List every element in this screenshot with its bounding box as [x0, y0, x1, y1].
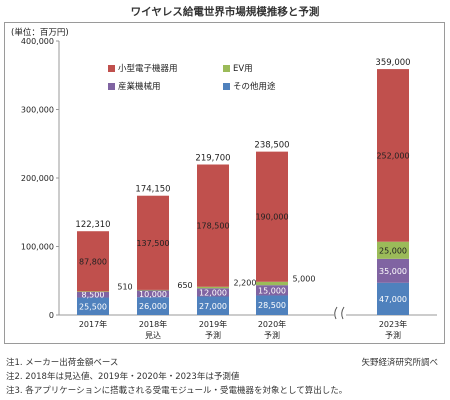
data-label: 10,000	[139, 290, 167, 299]
x-tick-label-sub: 予測	[264, 330, 280, 340]
bar-segment	[377, 258, 409, 283]
axis-break-mask	[334, 307, 346, 319]
legend-label: 小型電子機器用	[118, 63, 178, 74]
x-tick-label: 2020年	[258, 319, 286, 329]
legend-swatch	[223, 65, 230, 72]
legend-swatch	[108, 83, 115, 90]
x-tick-label-sub: 見込	[145, 331, 161, 340]
total-label: 359,000	[375, 58, 410, 68]
x-tick-label-sub: 予測	[205, 330, 221, 340]
bar-segment	[197, 288, 229, 297]
note-1: 注1. メーカー出荷金額ベース	[6, 358, 119, 368]
bar-segment	[77, 291, 109, 292]
data-label: 8,500	[82, 291, 105, 300]
x-tick-label: 2023年	[379, 319, 407, 329]
bar-segment	[197, 286, 229, 289]
bar-segment	[377, 69, 409, 242]
bar-segment	[137, 297, 169, 315]
x-tick-label: 2019年	[199, 319, 227, 329]
legend-label: その他用途	[233, 81, 276, 92]
data-label: 28,500	[258, 301, 286, 310]
data-label: 650	[177, 281, 192, 290]
data-label: 2,200	[234, 279, 257, 288]
total-label: 122,310	[75, 220, 110, 230]
data-label: 12,000	[199, 288, 227, 297]
data-label: 87,800	[79, 257, 107, 266]
bar-segment	[137, 289, 169, 291]
data-label: 26,000	[139, 302, 167, 311]
bar-segment	[256, 285, 288, 296]
data-label: 47,000	[379, 295, 407, 304]
y-tick-label: 0	[49, 311, 54, 320]
data-label: 35,000	[379, 267, 407, 276]
bar-segment	[197, 296, 229, 315]
data-label: 15,000	[258, 286, 286, 295]
bar-segment	[137, 290, 169, 298]
data-label: 5,000	[293, 274, 316, 283]
legend-label: EV用	[233, 64, 253, 74]
bar-segment	[377, 241, 409, 259]
bar-segment	[377, 282, 409, 315]
bar-segment	[256, 281, 288, 286]
y-tick-label: 400,000	[21, 37, 54, 46]
bar-segment	[197, 164, 229, 287]
source-credit: 矢野経済研究所調べ	[361, 358, 438, 368]
bar-segment	[77, 231, 109, 292]
y-tick-label: 300,000	[21, 106, 54, 115]
legend-label: 産業機械用	[118, 81, 161, 92]
data-label: 137,500	[136, 239, 169, 248]
stacked-bar-chart: (単位：百万円) 0 100,000 200,000 300,000 400,000 25,…	[11, 27, 437, 340]
chart-title: ワイヤレス給電世界市場規模推移と予測	[130, 6, 320, 18]
data-label: 25,000	[379, 246, 407, 255]
data-label: 252,000	[376, 151, 409, 160]
legend-swatch	[223, 83, 230, 90]
total-label: 219,700	[195, 154, 230, 164]
axis-break-mark	[334, 306, 338, 320]
bar-segment	[77, 291, 109, 298]
axis-break-mark	[341, 306, 345, 320]
y-tick-label: 100,000	[21, 243, 54, 252]
data-label: 27,000	[199, 302, 227, 311]
data-label: 178,500	[196, 222, 229, 231]
data-label: 510	[117, 283, 132, 292]
legend-swatch	[108, 65, 115, 72]
bar-segment	[256, 151, 288, 282]
note-3: 注3. 各アプリケーションに搭載される受電モジュール・受電機器を対象として算出し…	[6, 386, 348, 396]
data-label: 190,000	[255, 213, 288, 222]
chart-frame: (単位：百万円) 0 100,000 200,000 300,000 400,000 25,…	[4, 22, 445, 344]
x-tick-label-sub: 予測	[385, 330, 401, 340]
bar-segment	[137, 195, 169, 290]
bar-segment	[77, 297, 109, 315]
unit-label: (単位：百万円)	[11, 27, 69, 38]
data-label: 25,500	[79, 302, 107, 311]
y-tick-label: 200,000	[21, 174, 54, 183]
x-tick-label: 2017年	[79, 319, 107, 329]
total-label: 238,500	[254, 141, 289, 151]
total-label: 174,150	[135, 185, 170, 195]
note-2: 注2. 2018年は見込値、2019年・2020年・2023年は予測値	[6, 372, 240, 382]
bar-segment	[256, 295, 288, 315]
x-tick-label: 2018年	[139, 319, 167, 329]
